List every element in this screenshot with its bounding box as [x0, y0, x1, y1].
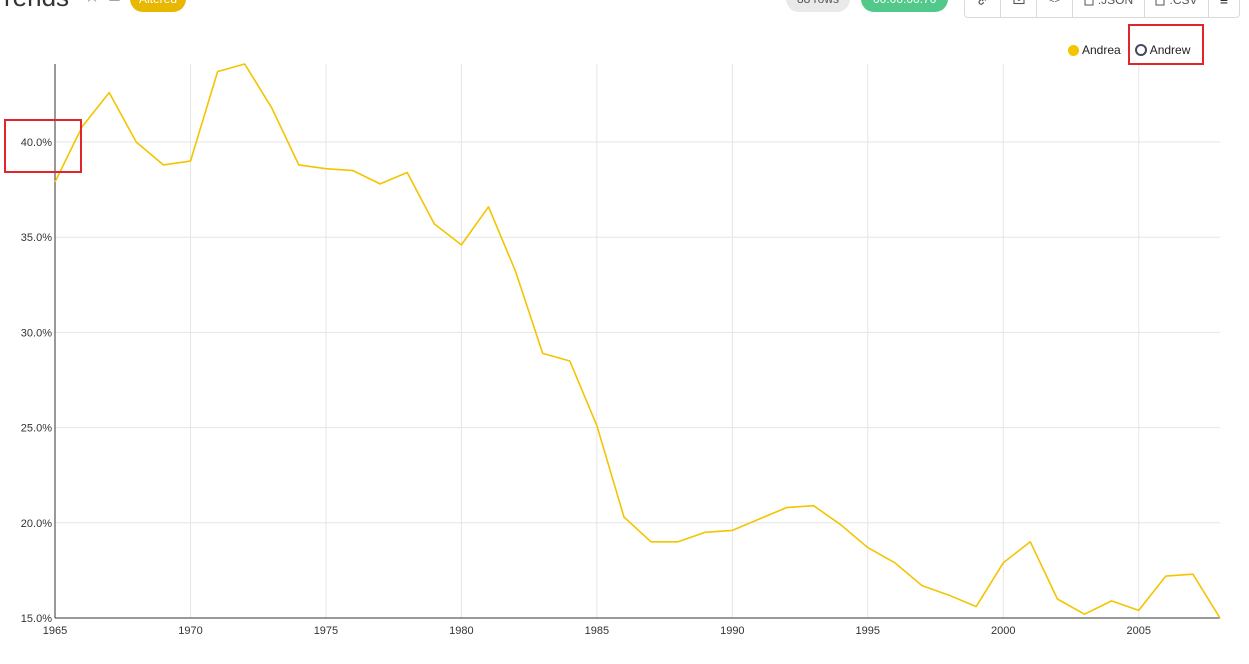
page-title: rends: [4, 0, 69, 13]
email-button[interactable]: [1001, 0, 1037, 17]
code-icon: <>: [1048, 0, 1061, 6]
legend-marker-andrew: [1134, 44, 1147, 56]
export-csv-label: .CSV: [1169, 0, 1198, 7]
export-json-button[interactable]: .JSON: [1073, 0, 1145, 17]
menu-icon: ≡: [1219, 0, 1229, 8]
chart-series: [54, 63, 1221, 619]
export-json-label: .JSON: [1097, 0, 1134, 7]
json-file-icon: [1084, 0, 1094, 6]
chart-axes: 15.0% 20.0% 25.0% 30.0% 35.0% 40.0% 1965 1970 19…: [21, 64, 1220, 637]
legend-label-andrea: Andrea: [1082, 43, 1121, 57]
x-tick-label: 1975: [314, 625, 338, 637]
series-line-andrea: [54, 63, 1221, 619]
mail-icon: [1012, 0, 1025, 5]
legend-item-andrew[interactable]: Andrew: [1134, 42, 1191, 58]
legend-item-andrea[interactable]: Andrea: [1068, 42, 1121, 58]
x-tick-label: 2000: [991, 625, 1015, 637]
query-time-badge: 00:00:00.70: [861, 0, 949, 12]
x-tick-label: 1990: [720, 625, 744, 637]
y-tick-label: 25.0%: [21, 423, 52, 435]
chart-grid: [55, 64, 1220, 619]
header-bar: rends ☆ Altered 88 rows 00:00:00.70 <> .…: [0, 0, 1249, 18]
x-tick-label: 2005: [1126, 625, 1150, 637]
y-tick-label: 35.0%: [21, 232, 52, 244]
csv-file-icon: [1155, 0, 1165, 6]
x-tick-label: 1980: [449, 625, 473, 637]
copy-link-button[interactable]: [965, 0, 1001, 17]
more-menu-button[interactable]: ≡: [1209, 0, 1239, 17]
x-tick-label: 1970: [178, 625, 202, 637]
legend-marker-andrea: [1068, 44, 1079, 56]
x-tick-label: 1965: [43, 625, 67, 637]
export-toolbar: <> .JSON .CSV ≡: [964, 0, 1240, 18]
link-icon: [978, 0, 986, 5]
star-icon[interactable]: ☆: [84, 0, 100, 7]
y-tick-label: 20.0%: [21, 518, 52, 530]
x-tick-label: 1985: [585, 625, 609, 637]
export-csv-button[interactable]: .CSV: [1145, 0, 1209, 17]
altered-badge: Altered: [130, 0, 187, 12]
y-tick-label: 15.0%: [21, 613, 52, 625]
y-tick-label: 40.0%: [21, 137, 52, 149]
y-tick-label: 30.0%: [21, 327, 52, 339]
row-count-badge: 88 rows: [786, 0, 851, 12]
x-tick-label: 1995: [856, 625, 880, 637]
embed-code-button[interactable]: <>: [1037, 0, 1073, 17]
legend-label-andrew: Andrew: [1149, 43, 1191, 57]
chart-legend: Andrea Andrew: [1068, 42, 1204, 58]
